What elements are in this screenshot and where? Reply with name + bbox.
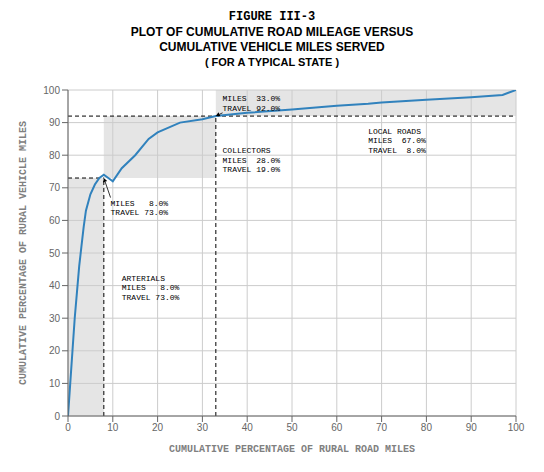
svg-text:30: 30 bbox=[197, 422, 209, 433]
svg-text:MILES 8.0%TRAVEL 73.0%: MILES 8.0%TRAVEL 73.0% bbox=[111, 199, 169, 218]
svg-text:60: 60 bbox=[49, 215, 61, 226]
svg-text:80: 80 bbox=[49, 150, 61, 161]
svg-text:100: 100 bbox=[508, 422, 525, 433]
html-text:( FOR A TYPICAL STATE ): ( FOR A TYPICAL STATE ) bbox=[204, 56, 340, 68]
svg-text:CUMULATIVE PERCENTAGE OF RURAL: CUMULATIVE PERCENTAGE OF RURAL ROAD MILE… bbox=[169, 444, 415, 455]
html-text:CUMULATIVE VEHICLE MILES SERVE: CUMULATIVE VEHICLE MILES SERVED bbox=[159, 40, 385, 54]
svg-text:20: 20 bbox=[49, 345, 61, 356]
svg-text:COLLECTORSMILES 28.0%TRAVEL 1: COLLECTORSMILES 28.0%TRAVEL 19.0% bbox=[223, 146, 281, 174]
svg-text:10: 10 bbox=[107, 422, 119, 433]
svg-text:0: 0 bbox=[65, 422, 71, 433]
svg-text:90: 90 bbox=[49, 117, 61, 128]
svg-text:80: 80 bbox=[421, 422, 433, 433]
html-text:FIGURE III-3: FIGURE III-3 bbox=[228, 10, 316, 24]
svg-text:20: 20 bbox=[152, 422, 164, 433]
svg-text:50: 50 bbox=[286, 422, 298, 433]
svg-text:40: 40 bbox=[242, 422, 254, 433]
svg-text:10: 10 bbox=[49, 378, 61, 389]
svg-text:100: 100 bbox=[43, 85, 60, 96]
svg-text:40: 40 bbox=[49, 280, 61, 291]
svg-text:90: 90 bbox=[466, 422, 478, 433]
svg-text:30: 30 bbox=[49, 313, 61, 324]
svg-text:CUMULATIVE PERCENTAGE OF RURAL: CUMULATIVE PERCENTAGE OF RURAL VEHICLE M… bbox=[18, 121, 29, 385]
svg-text:70: 70 bbox=[49, 182, 61, 193]
svg-text:LOCAL ROADSMILES 67.0%TRAVEL: LOCAL ROADSMILES 67.0%TRAVEL 8.0% bbox=[368, 127, 426, 155]
svg-text:70: 70 bbox=[376, 422, 388, 433]
svg-text:0: 0 bbox=[54, 411, 60, 422]
svg-text:MILES 33.0%TRAVEL 92.0%: MILES 33.0%TRAVEL 92.0% bbox=[223, 94, 281, 113]
html-text:PLOT OF CUMULATIVE ROAD MILEAG: PLOT OF CUMULATIVE ROAD MILEAGE VERSUS bbox=[130, 25, 414, 39]
svg-text:60: 60 bbox=[331, 422, 343, 433]
svg-text:ARTERIALSMILES 8.0%TRAVEL 73: ARTERIALSMILES 8.0%TRAVEL 73.0% bbox=[122, 274, 180, 302]
svg-text:50: 50 bbox=[49, 248, 61, 259]
